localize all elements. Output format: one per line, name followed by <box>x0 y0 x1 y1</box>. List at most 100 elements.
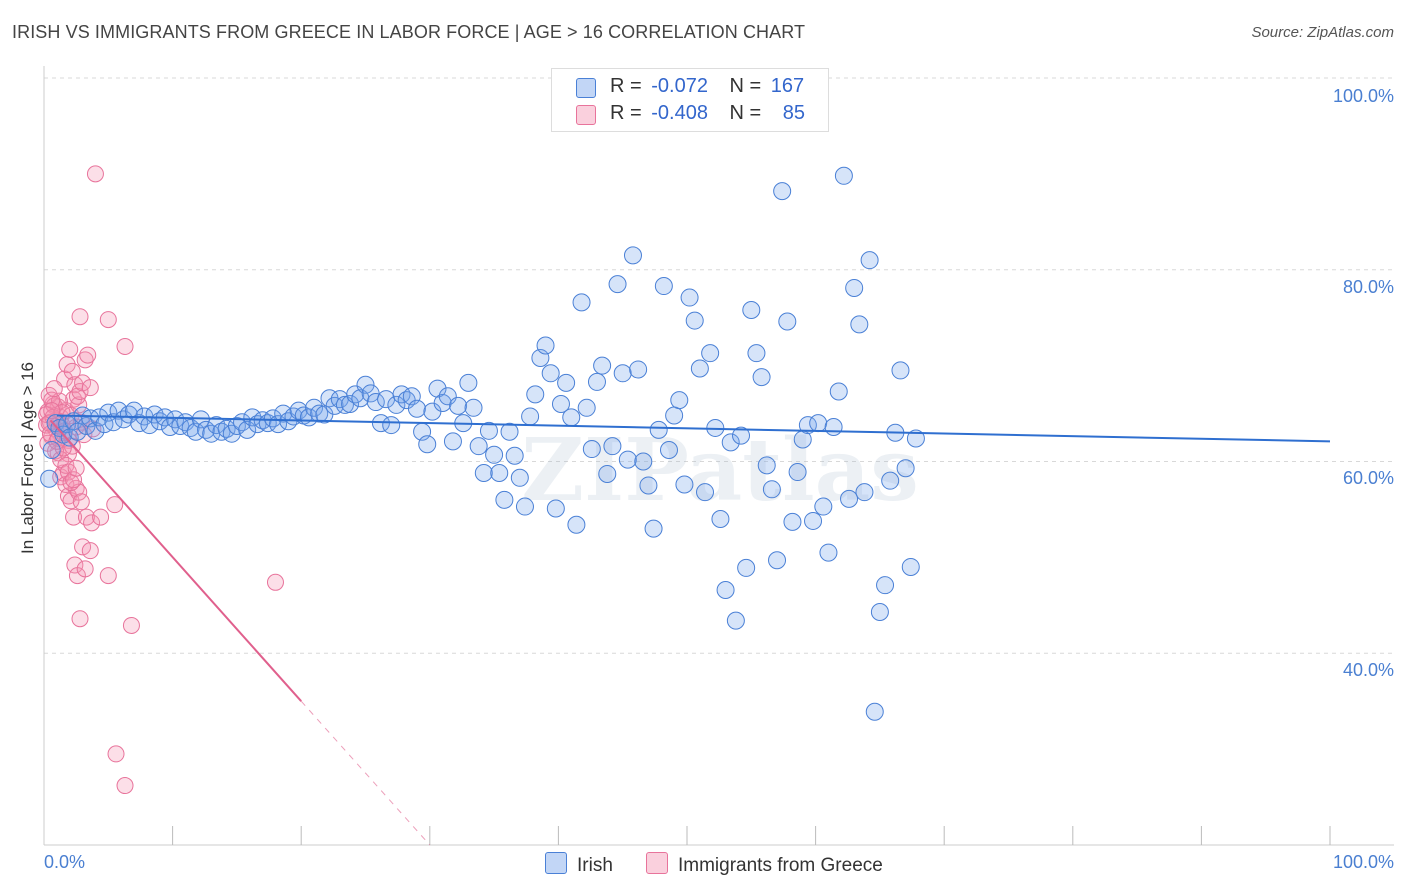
bottom-legend-irish: Irish <box>545 852 613 877</box>
irish-point <box>752 368 771 387</box>
irish-point <box>587 372 606 391</box>
greece-point <box>116 777 134 795</box>
irish-point <box>459 373 478 392</box>
irish-point <box>567 515 586 534</box>
irish-point <box>310 404 329 423</box>
legend-r-value: -0.072 <box>651 75 708 97</box>
legend-n-value: 85 <box>782 102 806 124</box>
greece-point <box>66 556 84 574</box>
legend-swatch-irish <box>576 78 596 98</box>
greece-trend-extension <box>300 700 431 846</box>
greece-trend-line <box>49 419 302 702</box>
irish-point <box>834 166 853 185</box>
irish-point <box>732 426 751 445</box>
irish-point <box>86 421 105 440</box>
irish-point <box>598 464 617 483</box>
legend-r-label: R = <box>610 102 642 124</box>
greece-point <box>79 346 97 364</box>
irish-point <box>783 512 802 531</box>
irish-point <box>474 464 493 483</box>
legend-n-value: 167 <box>770 75 805 97</box>
irish-point <box>582 440 601 459</box>
irish-point <box>104 413 123 432</box>
irish-point <box>623 246 642 265</box>
irish-point <box>40 469 59 488</box>
irish-point <box>804 511 823 530</box>
x-tick-label: 100.0% <box>1332 852 1394 872</box>
irish-point <box>541 364 560 383</box>
irish-point <box>485 445 504 464</box>
greece-point <box>116 337 134 355</box>
irish-point <box>860 251 879 270</box>
irish-point <box>726 611 745 630</box>
irish-point <box>778 312 797 331</box>
irish-point <box>490 464 509 483</box>
irish-point <box>505 446 524 465</box>
chart-title: IRISH VS IMMIGRANTS FROM GREECE IN LABOR… <box>12 22 806 42</box>
greece-point <box>70 396 88 414</box>
irish-point <box>341 394 360 413</box>
irish-point <box>613 364 632 383</box>
greece-point <box>99 311 117 329</box>
irish-point <box>696 483 715 502</box>
bottom-legend-greece: Immigrants from Greece <box>646 852 883 877</box>
irish-point <box>562 408 581 427</box>
greece-point <box>74 538 92 556</box>
irish-point <box>634 452 653 471</box>
greece-points <box>38 165 284 795</box>
irish-point <box>747 344 766 363</box>
irish-point <box>469 437 488 456</box>
trend-lines <box>49 414 1331 846</box>
greece-point <box>83 514 101 532</box>
x-tick-label: 0.0% <box>44 852 86 872</box>
irish-point <box>407 399 426 418</box>
greece-point <box>99 567 117 585</box>
irish-point <box>356 375 375 394</box>
irish-point <box>896 459 915 478</box>
irish-point <box>217 419 236 438</box>
irish-point <box>68 422 87 441</box>
irish-point <box>757 456 776 475</box>
irish-point <box>479 421 498 440</box>
legend-swatch-irish <box>545 852 567 874</box>
irish-point <box>593 356 612 375</box>
irish-point <box>449 396 468 415</box>
irish-point <box>850 315 869 334</box>
irish-point <box>382 416 401 435</box>
irish-point <box>829 382 848 401</box>
legend-r-label: R = <box>610 75 642 97</box>
legend-n-label: N = <box>729 102 762 124</box>
irish-point <box>675 475 694 494</box>
irish-point <box>546 499 565 518</box>
irish-point <box>515 497 534 516</box>
irish-point <box>387 395 406 414</box>
irish-point <box>572 293 591 312</box>
irish-point <box>876 576 895 595</box>
irish-point <box>654 277 673 296</box>
irish-point <box>361 384 380 403</box>
y-axis-label: In Labor Force | Age > 16 <box>18 361 37 555</box>
greece-point <box>71 308 89 326</box>
irish-point <box>366 393 385 412</box>
irish-point <box>865 702 884 721</box>
greece-point <box>81 542 99 560</box>
greece-point <box>71 610 89 628</box>
irish-point <box>814 497 833 516</box>
irish-point <box>716 580 735 599</box>
irish-point <box>881 471 900 490</box>
irish-point <box>464 398 483 417</box>
source-label: Source: ZipAtlas.com <box>1251 24 1394 41</box>
irish-point <box>680 288 699 307</box>
irish-point <box>685 311 704 330</box>
irish-point <box>701 344 720 363</box>
legend-label-irish: Irish <box>577 855 613 876</box>
irish-point <box>495 490 514 509</box>
legend-n-label: N = <box>729 75 762 97</box>
irish-point <box>510 468 529 487</box>
irish-point <box>618 450 637 469</box>
irish-point <box>773 182 792 201</box>
irish-point <box>603 437 622 456</box>
greece-point <box>61 340 79 358</box>
irish-point <box>577 398 596 417</box>
